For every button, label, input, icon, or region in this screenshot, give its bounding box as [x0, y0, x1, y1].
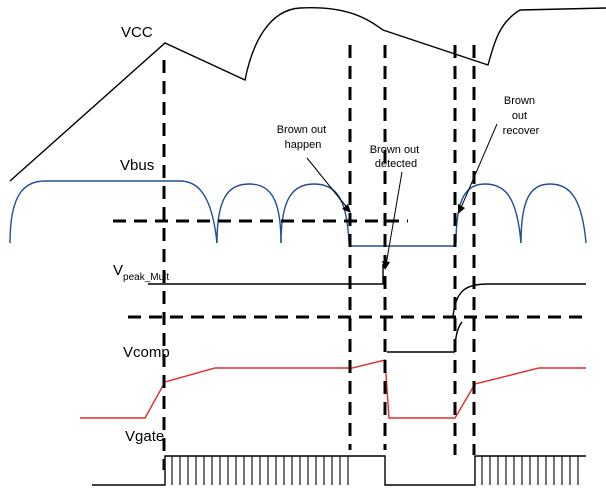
vpeak-label-main: V: [113, 262, 123, 279]
arrow-brownout-recover: [459, 123, 498, 211]
vgate-label: Vgate: [125, 428, 164, 445]
annotation-brownout-detected: Brown out detected: [370, 144, 423, 170]
vpeak-label-sub: peak_Mult: [123, 272, 169, 283]
vbus-waveform: [9, 180, 587, 247]
vpeak-mult-waveform: [148, 264, 384, 285]
arrow-brownout-happen: [306, 157, 350, 211]
arrow-brownout-detected: [385, 171, 403, 266]
arrow-brownout-detected-head: [382, 261, 390, 270]
annotation-brownout-recover: Brown out recover: [503, 95, 540, 137]
arrow-brownout-recover-head: [458, 204, 465, 214]
vcc-waveform: [9, 7, 606, 182]
vcomp-label: Vcomp: [123, 344, 170, 361]
vgate-pulse-train-1: [171, 456, 349, 485]
time-markers: [162, 45, 476, 470]
arrow-brownout-happen-head: [342, 204, 351, 213]
annotation-brownout-happen: Brown out happen: [277, 124, 330, 151]
vpeak-label: Vpeak_Mult: [113, 262, 169, 283]
vcomp-waveform-1: [80, 359, 586, 419]
vbus-label: Vbus: [120, 157, 154, 174]
vgate-baseline: [92, 455, 586, 486]
vgate-pulse-train-2: [481, 456, 579, 485]
vcc-label: VCC: [121, 24, 153, 41]
